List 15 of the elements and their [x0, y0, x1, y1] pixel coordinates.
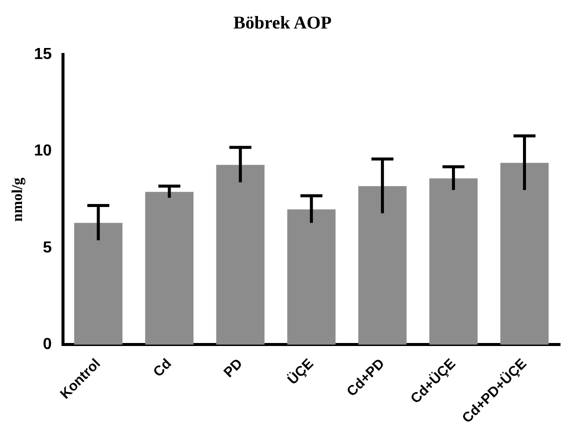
bar	[74, 222, 122, 345]
chart-title: Böbrek AOP	[233, 12, 332, 32]
bar	[358, 186, 407, 345]
y-tick-label: 0	[42, 336, 52, 354]
bar	[216, 164, 265, 345]
bar	[287, 209, 336, 345]
y-tick-label: 10	[34, 142, 52, 160]
bar	[500, 162, 549, 345]
x-tick-label: Cd	[150, 355, 174, 380]
y-tick-label: 5	[42, 239, 52, 256]
y-tick-label: 15	[34, 46, 52, 64]
bar	[429, 178, 478, 345]
bar	[145, 192, 194, 345]
x-tick-label: PD	[220, 355, 246, 380]
y-axis-title: nmol/g	[10, 177, 26, 222]
